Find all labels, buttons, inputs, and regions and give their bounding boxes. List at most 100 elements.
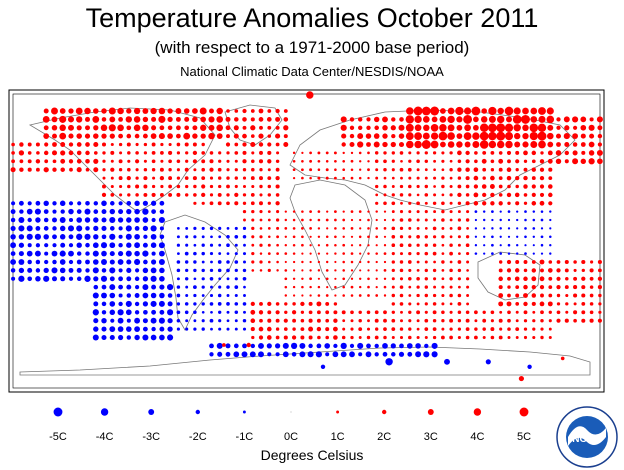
anomaly-dot (68, 124, 74, 131)
anomaly-dot (167, 284, 174, 291)
anomaly-dot (524, 244, 527, 247)
anomaly-dot (218, 252, 222, 256)
anomaly-dot (482, 318, 487, 323)
anomaly-dot (473, 184, 479, 189)
anomaly-dot (167, 293, 173, 298)
anomaly-dot (391, 117, 396, 122)
anomaly-dot (101, 259, 107, 265)
anomaly-dot (43, 167, 49, 173)
anomaly-dot (242, 201, 247, 205)
anomaly-dot (350, 159, 354, 163)
anomaly-dot (308, 343, 313, 349)
anomaly-dot (143, 184, 148, 189)
anomaly-dot (158, 317, 165, 324)
anomaly-dot (539, 259, 545, 265)
anomaly-dot (333, 326, 338, 332)
anomaly-dot (309, 260, 312, 264)
anomaly-dot (18, 259, 25, 265)
anomaly-dot (456, 124, 463, 131)
anomaly-dot (597, 276, 603, 281)
anomaly-dot (449, 184, 453, 189)
anomaly-dot (564, 318, 569, 323)
anomaly-dot (523, 335, 528, 340)
anomaly-dot (250, 117, 255, 122)
anomaly-dot (176, 293, 181, 298)
anomaly-dot (242, 235, 247, 239)
anomaly-dot (159, 167, 164, 172)
anomaly-dot (531, 159, 536, 164)
anomaly-dot (316, 318, 321, 323)
anomaly-dot (564, 259, 569, 265)
anomaly-dot (365, 133, 372, 139)
anomaly-dot (301, 260, 304, 264)
anomaly-dot (226, 327, 230, 331)
anomaly-dot (449, 285, 453, 289)
anomaly-dot (159, 275, 165, 282)
anomaly-dot (267, 318, 272, 323)
anomaly-dot (522, 107, 529, 115)
anomaly-dot (532, 218, 536, 222)
anomaly-dot (234, 142, 239, 147)
anomaly-dot (391, 268, 395, 273)
anomaly-dot (101, 209, 107, 215)
anomaly-dot (84, 233, 91, 240)
anomaly-dot (382, 351, 388, 357)
anomaly-dot (540, 227, 544, 230)
anomaly-dot (496, 123, 506, 133)
anomaly-dot (408, 302, 412, 306)
anomaly-dot (266, 335, 272, 340)
anomaly-dot (373, 133, 380, 139)
anomaly-dot (217, 176, 222, 180)
legend-label: -3C (142, 431, 160, 443)
anomaly-dot (441, 302, 445, 306)
anomaly-dot (243, 243, 246, 247)
anomaly-point (560, 356, 565, 361)
anomaly-dot (398, 351, 405, 357)
anomaly-dot (102, 151, 106, 155)
legend-marker (148, 409, 155, 415)
anomaly-dot (118, 226, 123, 231)
anomaly-dot (391, 210, 395, 214)
anomaly-dot (405, 132, 414, 141)
anomaly-dot (581, 150, 586, 155)
anomaly-dot (125, 233, 132, 240)
anomaly-dot (359, 260, 362, 264)
anomaly-dot (143, 151, 148, 155)
anomaly-dot (291, 335, 297, 340)
anomaly-dot (209, 159, 214, 164)
anomaly-dot (209, 226, 214, 231)
anomaly-dot (109, 242, 116, 249)
anomaly-dot (117, 124, 124, 132)
anomaly-dot (498, 335, 503, 340)
anomaly-dot (176, 277, 180, 281)
anomaly-dot (233, 133, 239, 139)
anomaly-dot (275, 184, 280, 189)
anomaly-dot (275, 142, 280, 147)
anomaly-dot (10, 251, 16, 256)
anomaly-dot (325, 151, 329, 155)
anomaly-dot (300, 318, 305, 323)
anomaly-dot (259, 201, 263, 206)
anomaly-dot (391, 168, 395, 172)
anomaly-dot (499, 244, 502, 247)
land-outline-africa (289, 179, 373, 291)
anomaly-dot (44, 243, 49, 248)
anomaly-dot (531, 192, 536, 197)
anomaly-dot (499, 210, 502, 213)
anomaly-dot (217, 302, 222, 306)
anomaly-dot (68, 234, 74, 240)
anomaly-dot (216, 107, 223, 115)
anomaly-dot (416, 243, 420, 247)
anomaly-dot (416, 277, 420, 281)
anomaly-dot (367, 244, 370, 247)
anomaly-dot (201, 285, 205, 289)
anomaly-dot (151, 150, 156, 155)
anomaly-dot (184, 310, 189, 315)
anomaly-dot (274, 343, 281, 349)
anomaly-dot (515, 293, 520, 298)
anomaly-dot (143, 234, 148, 239)
anomaly-dot (85, 251, 90, 256)
anomaly-dot (158, 115, 166, 123)
anomaly-dot (284, 227, 288, 230)
anomaly-dot (44, 251, 49, 256)
